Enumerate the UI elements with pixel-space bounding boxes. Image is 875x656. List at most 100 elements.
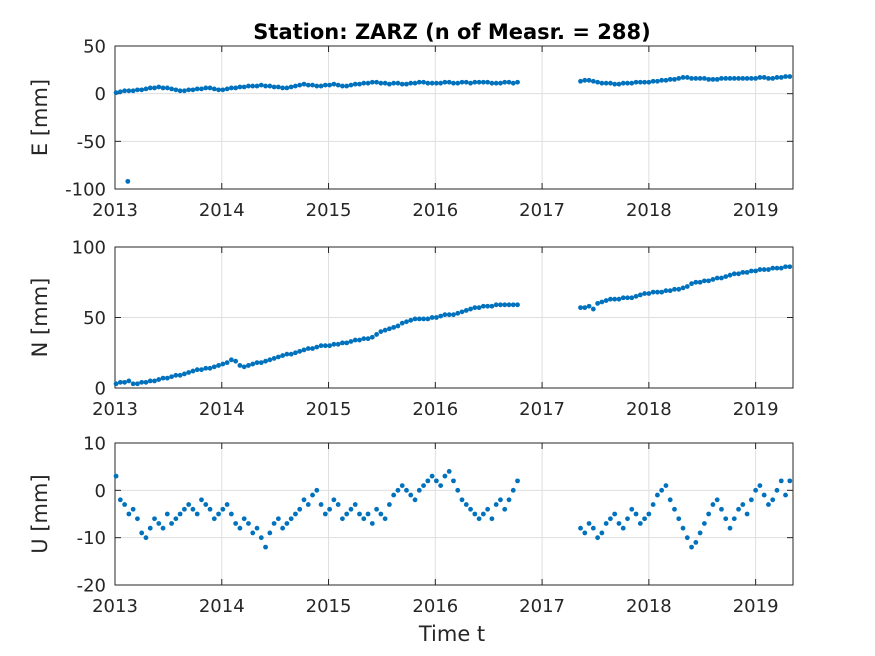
data-point (340, 83, 345, 89)
data-point (186, 502, 192, 507)
x-tick-label: 2013 (92, 200, 138, 221)
data-point (684, 535, 690, 541)
y-tick-label: 50 (83, 37, 106, 58)
data-point (275, 354, 281, 360)
data-point (599, 299, 605, 305)
data-point (113, 381, 119, 387)
data-point (701, 76, 707, 81)
data-point (340, 340, 345, 346)
data-point (489, 516, 495, 522)
data-point (736, 506, 741, 512)
data-point (625, 295, 630, 301)
x-tick-label: 2018 (626, 596, 672, 617)
data-point (267, 530, 273, 536)
data-point (352, 337, 358, 343)
data-point (314, 344, 320, 350)
data-point (429, 473, 435, 479)
data-point (147, 85, 153, 91)
data-point (378, 80, 384, 86)
data-point (637, 79, 643, 85)
data-point (706, 76, 712, 82)
data-point (663, 77, 669, 83)
x-tick-label: 2015 (306, 596, 352, 617)
data-point (378, 511, 384, 517)
data-point (770, 497, 776, 503)
data-point (650, 502, 656, 507)
data-point (727, 272, 733, 278)
data-point (620, 525, 626, 531)
data-point (203, 85, 209, 91)
data-point (629, 295, 635, 301)
data-point (365, 336, 371, 342)
data-point (233, 358, 239, 364)
data-point (113, 90, 119, 96)
data-point (744, 269, 750, 275)
data-point (258, 82, 264, 88)
data-point (135, 87, 140, 93)
data-point (305, 82, 311, 88)
y-tick-label: 100 (72, 238, 106, 259)
data-point (177, 372, 183, 378)
data-point (425, 478, 431, 484)
y-tick-label: 0 (95, 84, 106, 105)
data-point (498, 497, 503, 503)
data-point (416, 316, 422, 322)
data-point (220, 361, 226, 367)
data-point (493, 302, 499, 308)
data-point (603, 521, 609, 526)
data-point (603, 298, 609, 303)
data-point (493, 502, 499, 507)
data-point (710, 277, 716, 282)
data-point (378, 329, 384, 334)
data-point (258, 535, 264, 541)
data-point (787, 74, 793, 79)
data-point (774, 487, 780, 493)
data-point (271, 84, 277, 90)
data-point (305, 346, 311, 351)
data-point (327, 506, 333, 512)
data-point (740, 269, 746, 275)
data-point (463, 79, 469, 85)
data-point (408, 317, 414, 323)
data-point (753, 268, 759, 274)
data-point (783, 492, 788, 498)
data-point (374, 79, 379, 85)
x-tick-label: 2013 (92, 596, 138, 617)
data-point (387, 81, 392, 87)
data-point (595, 535, 601, 541)
y-tick-label: 0 (95, 379, 106, 400)
data-point (442, 312, 448, 318)
data-point (293, 350, 298, 356)
data-point (139, 87, 145, 93)
data-point (663, 483, 669, 488)
data-point (659, 77, 665, 83)
data-point (122, 88, 128, 94)
data-point (186, 370, 192, 375)
data-point (113, 473, 119, 479)
data-point (736, 76, 741, 81)
data-point (318, 83, 324, 89)
data-point (510, 487, 516, 493)
data-point (194, 86, 200, 92)
data-point (395, 487, 401, 493)
data-point (173, 87, 179, 93)
data-point (207, 85, 213, 91)
data-point (766, 267, 771, 272)
data-point (186, 87, 192, 93)
data-point (689, 544, 694, 550)
data-point (740, 76, 746, 81)
data-point (472, 511, 478, 517)
data-point (748, 268, 754, 274)
data-point (284, 521, 290, 526)
data-point (701, 521, 707, 526)
data-point (280, 353, 286, 358)
data-point (199, 86, 204, 92)
data-point (655, 289, 660, 295)
data-point (211, 516, 217, 522)
data-point (714, 76, 720, 82)
data-point (288, 516, 294, 522)
axes-box (114, 442, 794, 586)
data-point (117, 89, 123, 95)
data-point (160, 85, 166, 91)
data-point (672, 286, 677, 292)
